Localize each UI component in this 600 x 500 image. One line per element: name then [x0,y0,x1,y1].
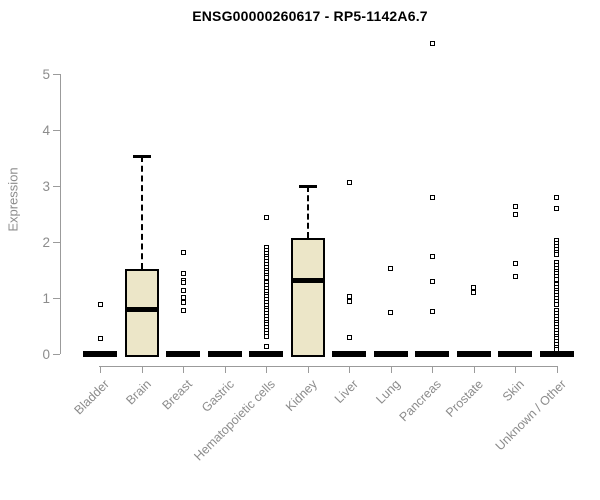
y-tick-label: 2 [42,235,50,250]
whisker-kidney [306,186,309,238]
y-tick [53,186,60,187]
y-tick [53,130,60,131]
collapsed-box-unknown-other [539,351,574,357]
outlier-point-bladder [97,336,103,342]
y-tick-label: 4 [42,123,50,138]
x-tick [473,366,475,373]
outlier-point-hematopoietic-cells [263,215,269,221]
collapsed-box-liver [332,351,366,357]
y-tick-label: 3 [42,179,50,194]
y-tick-label: 1 [42,291,50,306]
y-tick [53,354,60,355]
outlier-point-hematopoietic-cells [263,333,269,339]
y-tick [53,74,60,75]
y-axis-line [60,74,61,354]
outlier-point-breast [180,280,186,286]
box-brain [124,268,159,357]
outlier-point-skin [512,274,518,280]
collapsed-box-lung [373,351,408,357]
x-tick [266,366,267,373]
collapsed-box-prostate [456,351,491,357]
x-tick [100,366,101,373]
x-tick [141,366,143,373]
outlier-point-unknown-other [554,205,559,211]
median-brain [126,307,157,313]
outlier-point-hematopoietic-cells [263,343,269,349]
outlier-point-lung [388,310,393,316]
outlier-point-bladder [97,301,103,307]
outlier-point-breast [180,249,186,255]
outlier-point-pancreas [429,278,435,284]
outlier-point-breast [180,287,186,293]
y-tick-label: 5 [42,67,50,82]
outlier-point-breast [180,271,186,277]
outlier-point-skin [512,211,518,217]
outlier-point-unknown-other [554,277,559,283]
collapsed-box-bladder [83,351,117,357]
box-kidney [290,237,325,357]
outlier-point-unknown-other [554,252,559,258]
outlier-point-hematopoietic-cells [263,275,269,281]
outlier-point-liver [346,334,352,340]
x-tick [183,366,184,373]
outlier-point-pancreas [429,195,435,201]
outlier-point-liver [346,299,352,305]
outlier-point-unknown-other [554,347,559,353]
x-tick [307,366,309,373]
y-tick [53,242,60,243]
outlier-point-skin [512,203,518,209]
outlier-point-breast [180,299,186,305]
outlier-point-unknown-other [554,301,559,307]
outlier-point-pancreas [429,308,435,314]
whisker-cap-brain [132,155,151,159]
x-tick [349,366,350,373]
outlier-point-liver [346,179,352,185]
whisker-cap-kidney [298,185,317,188]
outlier-point-breast [180,308,186,314]
x-tick [432,366,433,373]
collapsed-box-skin [498,351,532,357]
x-tick [224,366,226,373]
collapsed-box-gastric [207,351,242,357]
x-axis-line [99,366,558,367]
outlier-point-skin [512,260,518,266]
x-tick [515,366,516,373]
outlier-point-breast [180,294,186,300]
y-tick-label: 0 [42,347,50,362]
outlier-point-unknown-other [554,194,559,200]
median-kidney [292,277,323,283]
x-tick [556,366,558,373]
collapsed-box-hematopoietic-cells [249,351,283,357]
chart-title: ENSG00000260617 - RP5-1142A6.7 [192,8,428,24]
outlier-point-pancreas [429,40,435,46]
outlier-point-liver [346,294,352,300]
y-tick [53,298,60,299]
whisker-brain [140,156,143,269]
outlier-point-lung [388,266,393,272]
outlier-point-pancreas [429,253,435,259]
outlier-point-prostate [471,289,476,295]
collapsed-box-breast [166,351,200,357]
x-tick [390,366,392,373]
collapsed-box-pancreas [415,351,449,357]
